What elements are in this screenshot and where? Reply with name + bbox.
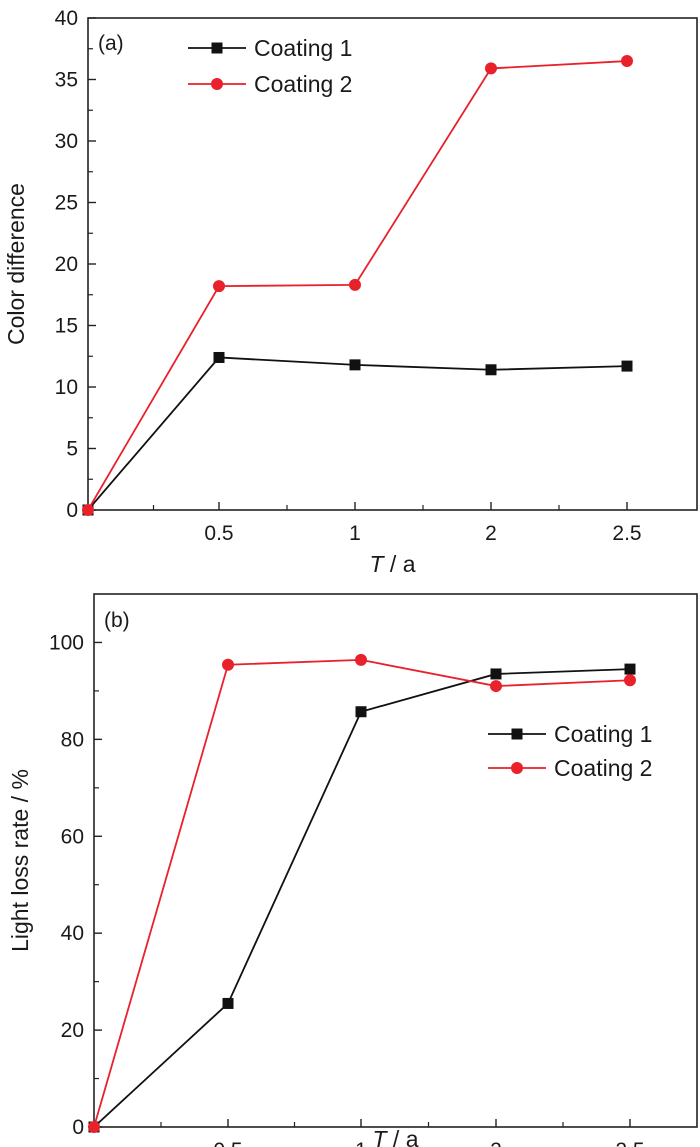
legend-marker-circle: [511, 762, 523, 774]
chart-panel-1: 0 5 10 15 20 25 30 35 40 0.5 1 2 2.5 T / a Color diffe…: [3, 7, 698, 577]
x-tick-label: 2: [490, 1139, 502, 1147]
x-tick-label: 1: [355, 1139, 367, 1147]
data-point-circle: [88, 1121, 100, 1133]
data-point-square: [213, 351, 225, 363]
data-point-circle: [355, 653, 367, 666]
series-line-1: [93, 668, 631, 1128]
x-axis-label-symbol: T: [372, 1126, 388, 1147]
data-point-circle: [82, 504, 94, 516]
chart-panel-2: 0 20 40 60 80 100 0.5 1 2 2.5 T / a Light loss rate…: [7, 593, 698, 1147]
x-axis-label: T / a: [369, 551, 415, 577]
data-point-circle: [485, 62, 497, 75]
legend-marker-square: [511, 728, 523, 740]
series-line-1: [87, 356, 628, 511]
data-point-circle: [624, 674, 636, 687]
data-point-circle: [213, 280, 225, 293]
data-point-square: [222, 997, 234, 1009]
data-point-square: [490, 668, 502, 680]
legend-label: Coating 1: [254, 35, 352, 61]
data-point-circle: [222, 658, 234, 671]
y-tick-label: 25: [55, 192, 78, 215]
x-axis-label: T / a: [372, 1126, 418, 1147]
data-point-square: [349, 359, 361, 371]
panel-label: (a): [98, 32, 124, 55]
legend-marker-square: [211, 42, 223, 54]
legend-label: Coating 2: [554, 755, 652, 781]
x-tick-label: 2: [485, 522, 497, 545]
legend-marker-circle: [211, 78, 223, 90]
y-axis-label: Light loss rate / %: [7, 769, 33, 952]
y-tick-label: 80: [61, 728, 84, 751]
data-point-circle: [349, 278, 361, 291]
y-tick-label: 0: [66, 499, 78, 522]
data-point-circle: [490, 680, 502, 693]
data-point-square: [485, 364, 497, 376]
plot-frame: [87, 17, 698, 511]
data-point-square: [621, 360, 633, 372]
y-tick-label: 40: [55, 7, 78, 30]
y-tick-label: 0: [72, 1116, 84, 1139]
y-tick-label: 30: [55, 130, 78, 153]
y-tick-label: 20: [61, 1019, 84, 1042]
x-axis-label-unit: / a: [384, 551, 416, 577]
data-point-square: [624, 663, 636, 675]
y-tick-label: 35: [55, 69, 78, 92]
plot-frame: [93, 593, 698, 1128]
panel-label: (b): [104, 609, 130, 632]
x-tick-label: 0.5: [204, 522, 233, 545]
x-axis-label-unit: / a: [387, 1126, 419, 1147]
y-tick-label: 100: [49, 631, 84, 654]
x-axis-label-symbol: T: [369, 551, 385, 577]
x-tick-label: 2.5: [612, 522, 641, 545]
y-axis-label: Color difference: [3, 183, 29, 345]
y-tick-label: 20: [55, 253, 78, 276]
legend-label: Coating 2: [254, 71, 352, 97]
x-tick-label: 0.5: [213, 1139, 242, 1147]
x-tick-label: 1: [349, 522, 361, 545]
data-point-circle: [621, 55, 633, 68]
y-tick-label: 5: [66, 438, 78, 461]
y-tick-label: 15: [55, 315, 78, 338]
legend-label: Coating 1: [554, 721, 652, 747]
y-tick-label: 10: [55, 376, 78, 399]
y-tick-label: 60: [61, 825, 84, 848]
series-line-2: [93, 658, 631, 1128]
data-point-square: [355, 706, 367, 718]
y-tick-label: 40: [61, 922, 84, 945]
x-tick-label: 2.5: [615, 1139, 644, 1147]
